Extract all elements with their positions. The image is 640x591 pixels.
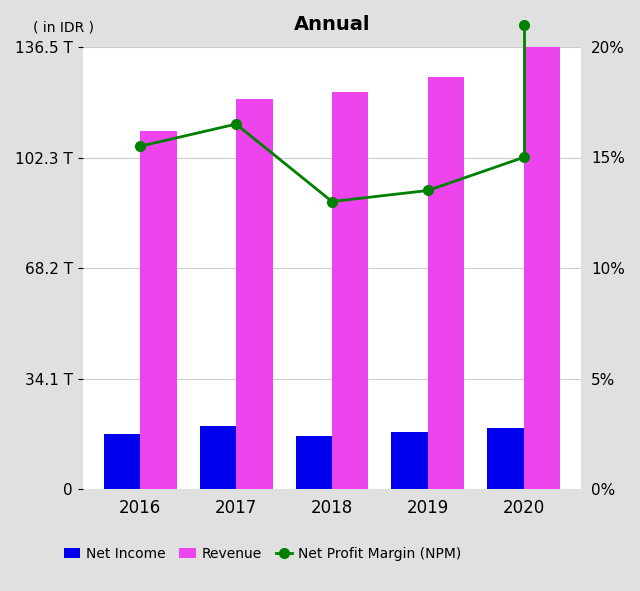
Bar: [296, 436, 332, 489]
Net Profit Margin (NPM): [232, 121, 240, 128]
Bar: [200, 426, 236, 489]
Line: Net Profit Margin (NPM): Net Profit Margin (NPM): [135, 119, 529, 206]
Net Profit Margin (NPM): [136, 142, 144, 150]
Bar: [488, 427, 524, 489]
Bar: [236, 99, 273, 489]
Net Profit Margin (NPM): [424, 187, 432, 194]
Net Profit Margin (NPM): [520, 154, 528, 161]
Bar: [104, 434, 140, 489]
Bar: [392, 433, 428, 489]
Title: Annual: Annual: [294, 15, 371, 34]
Text: ( in IDR ): ( in IDR ): [33, 20, 93, 34]
Bar: [332, 92, 369, 489]
Bar: [428, 77, 465, 489]
Legend: Net Income, Revenue, Net Profit Margin (NPM): Net Income, Revenue, Net Profit Margin (…: [58, 541, 467, 566]
Bar: [524, 47, 560, 489]
Bar: [140, 131, 177, 489]
Net Profit Margin (NPM): [328, 198, 336, 205]
